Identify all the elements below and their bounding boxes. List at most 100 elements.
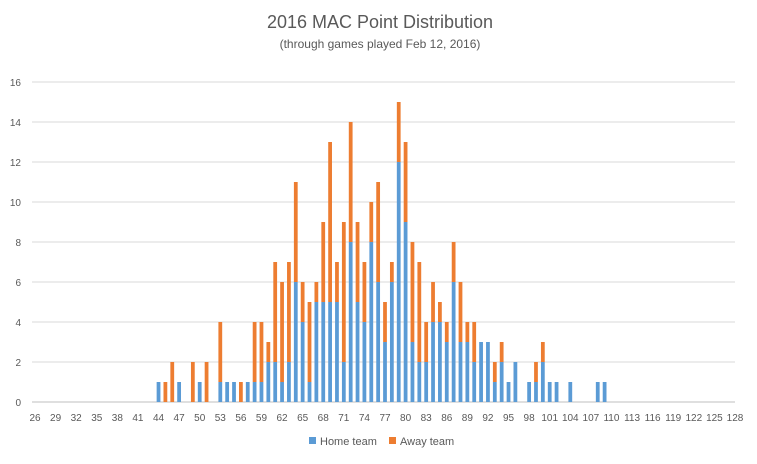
- bar-away: [534, 362, 538, 382]
- bar-home: [527, 382, 532, 402]
- bar-away: [252, 322, 257, 382]
- x-tick-label: 80: [400, 413, 412, 424]
- bar-home: [389, 282, 394, 402]
- bar-home: [547, 382, 552, 402]
- x-tick-label: 98: [524, 413, 536, 424]
- y-tick-label: 8: [15, 238, 21, 249]
- bar-home: [602, 382, 607, 402]
- bar-home: [197, 382, 202, 402]
- bar-home: [540, 362, 545, 402]
- bar-away: [300, 282, 305, 322]
- bar-home: [177, 382, 182, 402]
- bar-away: [492, 362, 497, 382]
- bar-home: [321, 302, 326, 402]
- bar-away: [328, 142, 332, 302]
- bar-home: [218, 382, 223, 402]
- x-tick-label: 86: [441, 413, 453, 424]
- bar-away: [259, 322, 264, 382]
- bar-away: [238, 382, 243, 402]
- bar-home: [438, 322, 442, 402]
- bar-away: [355, 222, 360, 302]
- x-axis: 26 29 32 35 38 41 44 47 50 53 56 59 62 65 68 71 74 77 80 83…: [29, 413, 743, 424]
- bar-home: [396, 162, 401, 402]
- bar-away: [438, 302, 442, 322]
- chart-title: 2016 MAC Point Distribution: [267, 12, 493, 32]
- bar-away: [348, 122, 353, 242]
- y-tick-label: 6: [15, 278, 21, 289]
- bar-home: [362, 322, 367, 402]
- bar-home: [348, 242, 353, 402]
- bar-home: [417, 362, 422, 402]
- legend: Home team Away team: [309, 436, 454, 448]
- bar-away: [431, 282, 435, 322]
- bar-away: [540, 342, 545, 362]
- x-tick-label: 59: [256, 413, 268, 424]
- y-tick-label: 14: [10, 118, 22, 129]
- x-tick-label: 74: [359, 413, 371, 424]
- x-tick-label: 113: [624, 413, 640, 424]
- x-tick-label: 29: [50, 413, 62, 424]
- bar-home: [328, 302, 332, 402]
- bar-away: [163, 382, 168, 402]
- bar-away: [499, 342, 504, 362]
- bar-away: [472, 322, 477, 362]
- bar-away: [376, 182, 381, 282]
- bar-home: [486, 342, 490, 402]
- bar-away: [389, 262, 394, 282]
- x-tick-label: 104: [562, 413, 579, 424]
- bar-away: [190, 362, 195, 402]
- bar-away: [170, 362, 175, 402]
- bar-home: [293, 282, 298, 402]
- bar-home: [335, 302, 339, 402]
- bar-away: [204, 362, 209, 402]
- bar-home: [376, 282, 381, 402]
- x-tick-label: 95: [503, 413, 515, 424]
- bar-home: [513, 362, 518, 402]
- y-tick-label: 4: [15, 318, 21, 329]
- bar-home: [341, 362, 346, 402]
- bar-home: [595, 382, 600, 402]
- bar-home: [232, 382, 236, 402]
- bar-home: [410, 342, 415, 402]
- legend-label-home: Home team: [320, 436, 377, 448]
- bar-home: [424, 362, 429, 402]
- x-tick-label: 41: [132, 413, 144, 424]
- bar-away: [369, 202, 374, 242]
- bar-home: [252, 382, 257, 402]
- grid-layer: [32, 81, 735, 403]
- bar-away: [396, 102, 401, 162]
- bar-away: [341, 222, 346, 362]
- y-axis: 0 2 4 6 8 10 12 14 16: [10, 78, 22, 409]
- bar-away: [335, 262, 339, 302]
- x-tick-label: 92: [482, 413, 494, 424]
- y-tick-label: 0: [15, 398, 21, 409]
- bar-home: [506, 382, 511, 402]
- bar-home: [307, 382, 312, 402]
- x-tick-label: 62: [276, 413, 288, 424]
- bar-away: [383, 302, 387, 342]
- bar-home: [280, 382, 284, 402]
- x-tick-label: 125: [706, 413, 723, 424]
- bar-home: [287, 362, 291, 402]
- x-tick-label: 68: [318, 413, 330, 424]
- legend-swatch-home: [309, 437, 316, 444]
- bar-home: [444, 342, 449, 402]
- bar-away: [293, 182, 298, 282]
- y-tick-label: 16: [10, 78, 22, 89]
- bar-home: [472, 362, 477, 402]
- x-tick-label: 89: [462, 413, 474, 424]
- x-tick-label: 32: [71, 413, 83, 424]
- legend-swatch-away: [389, 437, 396, 444]
- bar-away: [321, 222, 326, 302]
- x-tick-label: 38: [112, 413, 124, 424]
- bar-home: [314, 302, 319, 402]
- x-tick-label: 110: [603, 413, 619, 424]
- bar-home: [369, 242, 374, 402]
- bar-home: [383, 342, 387, 402]
- bar-away: [314, 282, 319, 302]
- bar-home: [458, 342, 463, 402]
- bar-away: [417, 262, 422, 362]
- bar-home: [156, 382, 161, 402]
- bar-away: [362, 262, 367, 322]
